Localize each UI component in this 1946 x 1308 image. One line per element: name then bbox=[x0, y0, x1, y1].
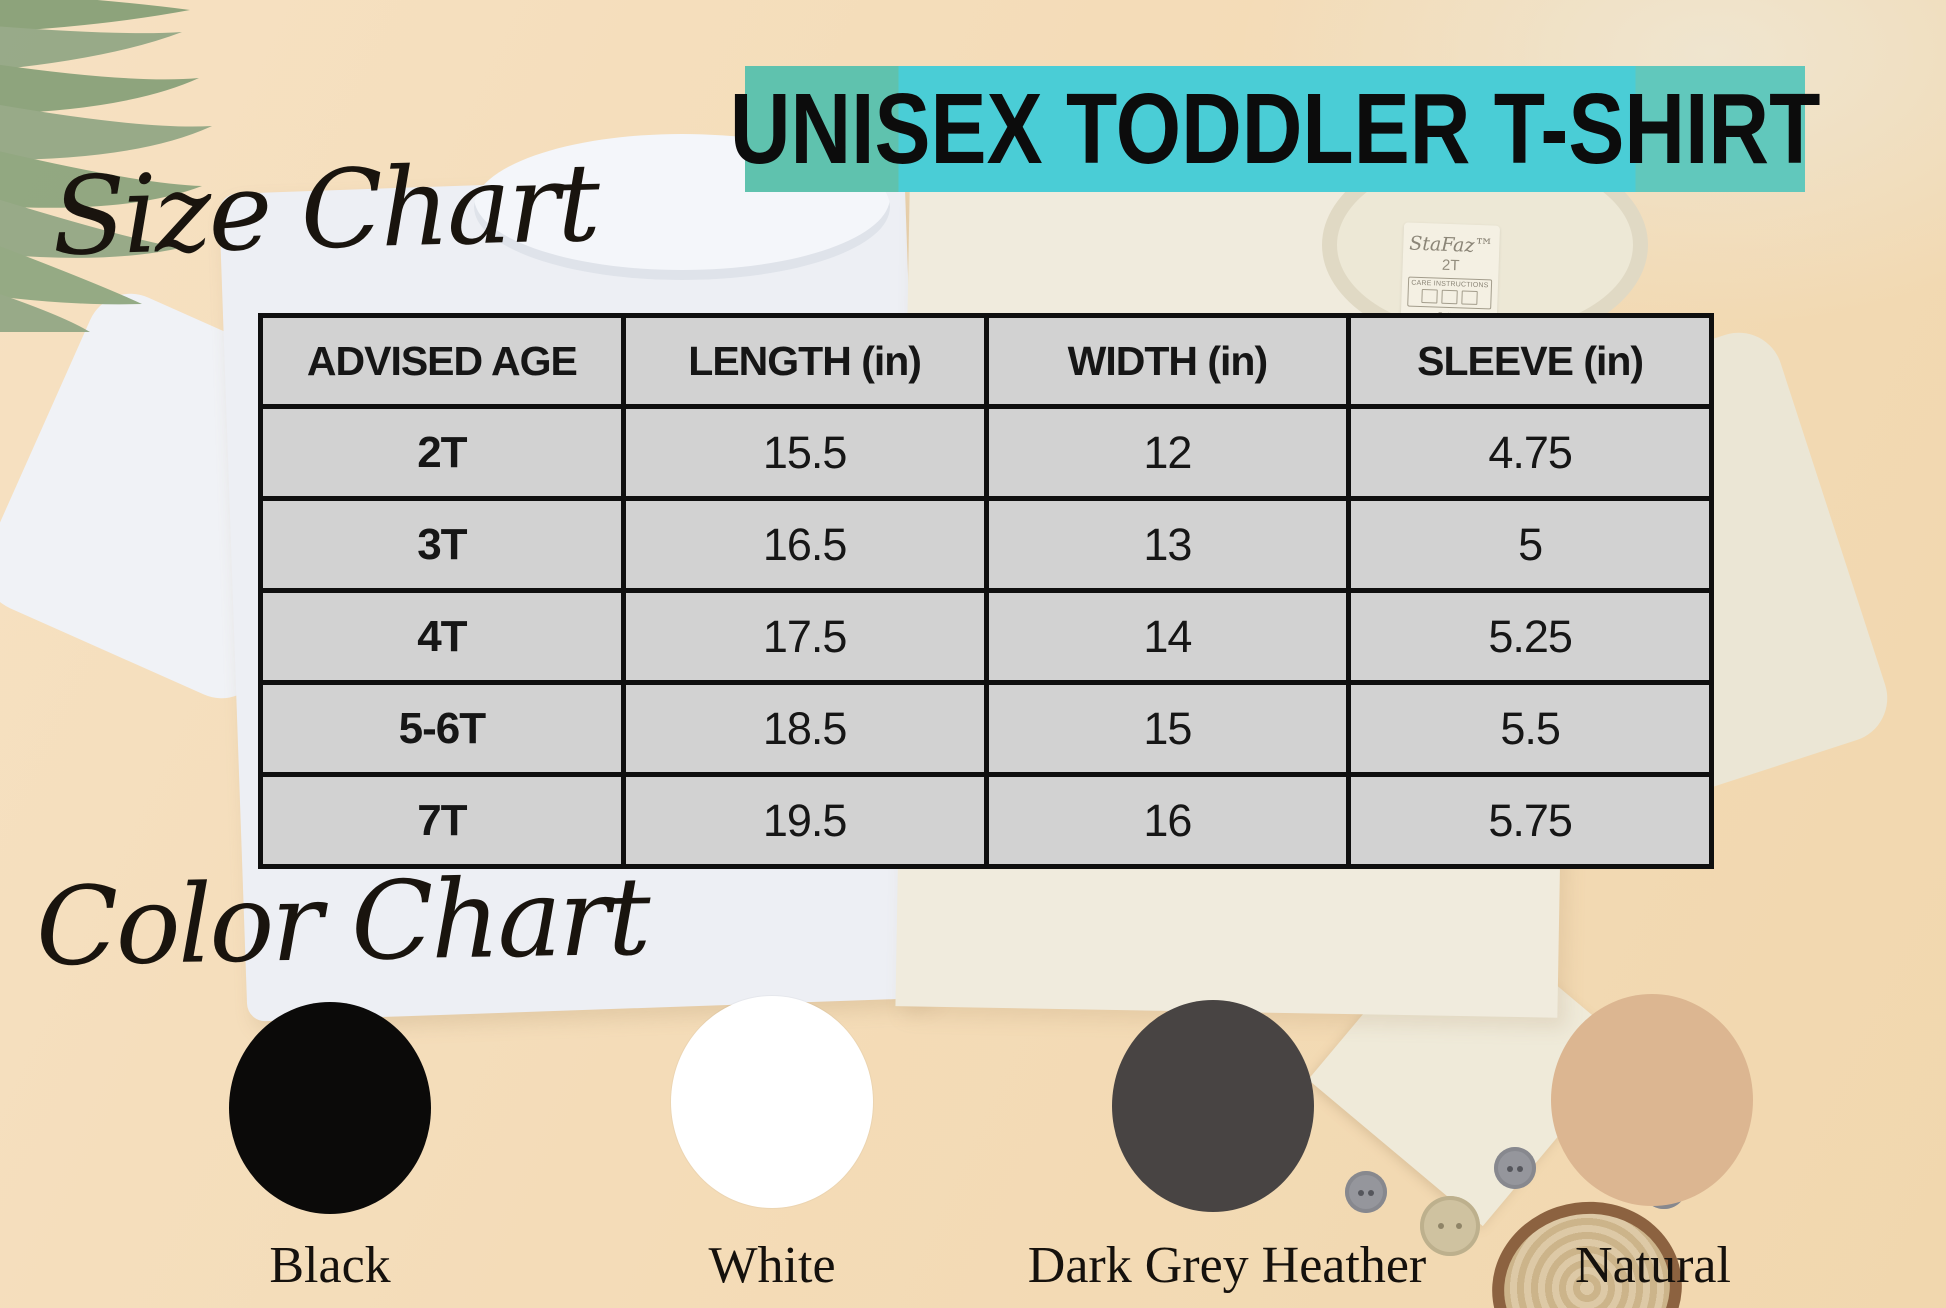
cell-age: 7T bbox=[258, 772, 626, 869]
cell-width: 14 bbox=[983, 588, 1352, 685]
column-header-length: LENGTH (in) bbox=[620, 313, 989, 409]
cell-length: 19.5 bbox=[620, 772, 989, 869]
swatch-label-white: White bbox=[708, 1237, 836, 1294]
care-instructions-text: CARE INSTRUCTIONS bbox=[1411, 279, 1489, 290]
table-row: 3T 16.5 13 5 bbox=[258, 496, 1714, 593]
swatch-label-black: Black bbox=[269, 1237, 391, 1294]
cell-age: 3T bbox=[258, 496, 626, 593]
cell-sleeve: 5.5 bbox=[1346, 680, 1714, 777]
table-row: 2T 15.5 12 4.75 bbox=[258, 404, 1714, 501]
button-decoration bbox=[1420, 1196, 1480, 1256]
cell-width: 13 bbox=[983, 496, 1352, 593]
table-row: 7T 19.5 16 5.75 bbox=[258, 772, 1714, 869]
cell-width: 15 bbox=[983, 680, 1352, 777]
page-title: UNISEX TODDLER T-SHIRT bbox=[729, 72, 1821, 185]
color-swatch-natural bbox=[1551, 994, 1753, 1206]
palm-leaf-icon bbox=[0, 0, 212, 332]
cell-length: 18.5 bbox=[620, 680, 989, 777]
cell-sleeve: 5.75 bbox=[1346, 772, 1714, 869]
care-instructions-box: CARE INSTRUCTIONS bbox=[1407, 276, 1493, 310]
cell-length: 16.5 bbox=[620, 496, 989, 593]
size-chart-heading: Size Chart bbox=[50, 140, 599, 281]
column-header-advised-age: ADVISED AGE bbox=[258, 313, 626, 409]
button-decoration bbox=[1494, 1147, 1536, 1189]
cell-sleeve: 5 bbox=[1346, 496, 1714, 593]
cell-width: 16 bbox=[983, 772, 1352, 869]
cell-sleeve: 5.25 bbox=[1346, 588, 1714, 685]
column-header-sleeve: SLEEVE (in) bbox=[1346, 313, 1714, 409]
size-table-header-row: ADVISED AGE LENGTH (in) WIDTH (in) SLEEV… bbox=[258, 313, 1714, 409]
cell-length: 17.5 bbox=[620, 588, 989, 685]
cell-sleeve: 4.75 bbox=[1346, 404, 1714, 501]
laundry-care-icons bbox=[1408, 289, 1490, 306]
garment-size-text: 2T bbox=[1441, 256, 1460, 275]
button-decoration bbox=[1345, 1171, 1387, 1213]
title-banner: UNISEX TODDLER T-SHIRT bbox=[730, 66, 1820, 192]
color-swatch-dark-grey-heather bbox=[1112, 1000, 1314, 1212]
swatch-label-dark-grey-heather: Dark Grey Heather bbox=[1027, 1237, 1427, 1294]
cell-age: 4T bbox=[258, 588, 626, 685]
cell-age: 2T bbox=[258, 404, 626, 501]
cell-width: 12 bbox=[983, 404, 1352, 501]
column-header-width: WIDTH (in) bbox=[983, 313, 1352, 409]
color-swatch-black bbox=[229, 1002, 431, 1214]
size-table: ADVISED AGE LENGTH (in) WIDTH (in) SLEEV… bbox=[258, 313, 1714, 869]
swatch-label-natural: Natural bbox=[1575, 1237, 1731, 1294]
table-row: 5-6T 18.5 15 5.5 bbox=[258, 680, 1714, 777]
garment-brand-text: StaFaz™ bbox=[1408, 232, 1494, 258]
cell-age: 5-6T bbox=[258, 680, 626, 777]
color-swatch-white bbox=[671, 996, 873, 1208]
table-row: 4T 17.5 14 5.25 bbox=[258, 588, 1714, 685]
color-chart-heading: Color Chart bbox=[34, 854, 649, 991]
cell-length: 15.5 bbox=[620, 404, 989, 501]
